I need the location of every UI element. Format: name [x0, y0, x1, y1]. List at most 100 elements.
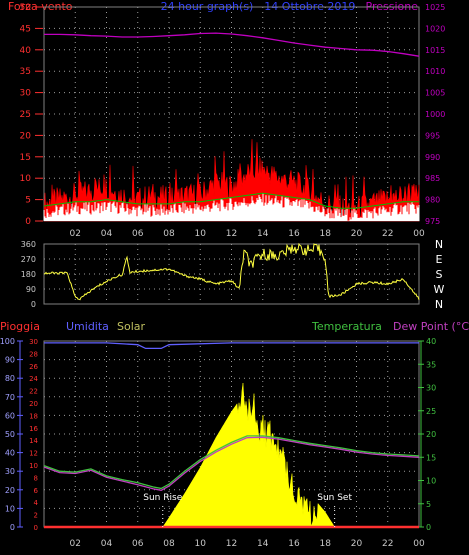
pressure-y-tick-label: 1020 — [425, 24, 445, 33]
wind-y-tick-label: 5 — [25, 196, 31, 206]
wind-x-tick-label: 22 — [382, 229, 393, 239]
humidity-y-tick-label: 100 — [0, 337, 15, 346]
wind-y-tick-label: 35 — [20, 67, 31, 77]
wind-y-tick-label: 30 — [20, 89, 32, 99]
solar-area — [162, 382, 336, 528]
rain-y-tick-label: 8 — [34, 474, 38, 482]
humidity-y-tick-label: 40 — [5, 449, 15, 458]
wind-pressure-panel: 0510152025303540455097598098599099510001… — [20, 3, 446, 239]
wind-x-tick-label: 18 — [320, 229, 332, 239]
label-dew-point: Dew Point (°C) — [393, 320, 469, 333]
temp-x-tick-label: 06 — [132, 539, 144, 549]
wind-x-tick-label: 20 — [351, 229, 363, 239]
compass-label: S — [436, 268, 443, 281]
dir-y-tick-label: 270 — [21, 255, 36, 264]
humidity-y-tick-label: 60 — [5, 411, 15, 420]
dir-y-tick-label: 180 — [21, 270, 36, 279]
temp-x-tick-label: 16 — [288, 539, 300, 549]
wind-direction-panel: 0 N 90 W 180 S 270 E 360 N — [21, 238, 445, 311]
compass-label: E — [436, 253, 443, 266]
label-rain: Pioggia — [0, 320, 40, 333]
temperature-y-tick-label: 30 — [426, 384, 436, 393]
rain-y-tick-label: 26 — [29, 363, 38, 371]
pressure-y-tick-label: 975 — [425, 217, 440, 226]
wind-y-tick-label: 10 — [20, 174, 32, 184]
wind-direction-line — [43, 242, 420, 301]
pressure-y-tick-label: 980 — [425, 196, 440, 205]
wind-x-tick-label: 10 — [195, 229, 207, 239]
sun-annotation: Sun Rise — [143, 493, 182, 503]
wind-x-tick-label: 04 — [101, 229, 113, 239]
rain-y-tick-label: 2 — [34, 512, 38, 520]
wind-x-tick-label: 16 — [288, 229, 300, 239]
rain-y-tick-label: 16 — [29, 425, 38, 433]
rain-y-tick-label: 18 — [29, 412, 38, 420]
temp-x-tick-label: 18 — [320, 539, 332, 549]
bottom-labels: Pioggia Umidita Solar Temperatura Dew Po… — [0, 320, 469, 333]
rain-y-tick-label: 30 — [29, 338, 38, 346]
label-temperature: Temperatura — [311, 320, 382, 333]
wind-x-tick-label: 06 — [132, 229, 144, 239]
pressure-y-tick-label: 1015 — [425, 46, 445, 55]
temperature-y-tick-label: 15 — [426, 453, 436, 462]
wind-y-tick-label: 45 — [20, 24, 31, 34]
humidity-y-tick-label: 0 — [10, 523, 15, 532]
compass-label: N — [435, 298, 443, 311]
rain-y-tick-label: 28 — [29, 350, 38, 358]
humidity-y-tick-label: 30 — [5, 467, 15, 476]
pressure-y-tick-label: 995 — [425, 131, 440, 140]
temp-x-tick-label: 08 — [163, 539, 175, 549]
dir-y-tick-label: 90 — [26, 285, 36, 294]
rain-y-tick-label: 4 — [34, 499, 39, 507]
sun-annotation: Sun Set — [317, 493, 352, 503]
wind-average-line — [43, 192, 419, 209]
temp-x-tick-label: 04 — [101, 539, 113, 549]
wind-average-bars — [43, 193, 420, 221]
humidity-y-tick-label: 10 — [5, 504, 15, 513]
wind-x-tick-label: 08 — [163, 229, 175, 239]
temperature-y-tick-label: 0 — [426, 523, 431, 532]
wind-x-tick-label: 12 — [226, 229, 237, 239]
humidity-y-tick-label: 50 — [5, 430, 15, 439]
temperature-y-tick-label: 40 — [426, 337, 436, 346]
humidity-y-tick-label: 70 — [5, 393, 15, 402]
temp-x-tick-label: 20 — [351, 539, 363, 549]
temp-x-tick-label: 00 — [413, 539, 425, 549]
temperature-line — [43, 435, 420, 490]
label-solar: Solar — [117, 320, 146, 333]
humidity-line — [44, 342, 419, 350]
rain-y-tick-label: 12 — [29, 450, 38, 458]
temp-humidity-panel: 0102030405060708090100024681012141618202… — [0, 337, 436, 549]
temperature-y-tick-label: 10 — [426, 477, 436, 486]
temp-x-tick-label: 10 — [195, 539, 207, 549]
wind-x-tick-label: 14 — [257, 229, 269, 239]
wind-y-tick-label: 0 — [25, 217, 31, 227]
dir-y-tick-label: 0 — [31, 300, 36, 309]
wind-x-tick-label: 00 — [413, 229, 425, 239]
temp-x-tick-label: 12 — [226, 539, 237, 549]
temperature-y-tick-label: 25 — [426, 407, 436, 416]
temperature-y-tick-label: 5 — [426, 500, 431, 509]
temp-x-tick-label: 22 — [382, 539, 393, 549]
pressure-y-tick-label: 1000 — [425, 110, 445, 119]
pressure-y-tick-label: 990 — [425, 153, 440, 162]
wind-x-tick-label: 02 — [70, 229, 81, 239]
wind-y-tick-label: 40 — [20, 46, 32, 56]
rain-y-tick-label: 0 — [34, 524, 38, 532]
wind-y-tick-label: 50 — [20, 3, 32, 13]
rain-y-tick-label: 10 — [29, 462, 38, 470]
rain-y-tick-label: 24 — [29, 375, 38, 383]
rain-y-tick-label: 20 — [29, 400, 38, 408]
compass-label: N — [435, 238, 443, 251]
humidity-y-tick-label: 90 — [5, 356, 15, 365]
pressure-y-tick-label: 1025 — [425, 3, 445, 12]
dir-y-tick-label: 360 — [21, 240, 36, 249]
humidity-y-tick-label: 80 — [5, 374, 15, 383]
temp-x-tick-label: 14 — [257, 539, 269, 549]
pressure-y-tick-label: 1010 — [425, 67, 445, 76]
wind-y-tick-label: 15 — [20, 153, 31, 163]
pressure-line — [44, 32, 420, 57]
temperature-y-tick-label: 35 — [426, 360, 436, 369]
rain-y-tick-label: 14 — [29, 437, 38, 445]
